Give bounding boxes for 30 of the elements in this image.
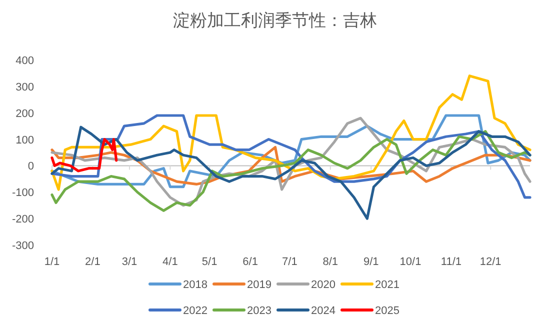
x-tick-label: 10/1	[400, 256, 422, 268]
x-tick-label: 12/1	[480, 256, 502, 268]
chart-title: 淀粉加工利润季节性：吉林	[173, 11, 377, 30]
line-series	[50, 138, 118, 172]
y-tick-label: 200	[16, 108, 34, 120]
x-tick-label: 1/1	[44, 256, 60, 268]
y-tick-label: 0	[28, 160, 34, 173]
x-tick-label: 11/1	[440, 256, 462, 268]
x-tick-label: 8/1	[322, 256, 338, 268]
y-tick-label: -100	[12, 187, 34, 200]
x-tick-label: 9/1	[363, 256, 379, 268]
x-tick-label: 4/1	[162, 256, 178, 268]
legend-label: 2021	[375, 279, 400, 291]
legend-label: 2025	[375, 305, 400, 317]
y-tick-label: 300	[16, 81, 34, 94]
x-tick-label: 6/1	[242, 256, 258, 268]
y-tick-label: -300	[12, 240, 34, 252]
legend-label: 2020	[311, 279, 336, 291]
legend-label: 2022	[183, 305, 208, 317]
x-tick-label: 5/1	[202, 256, 218, 268]
legend-label: 2019	[247, 279, 272, 291]
y-tick-label: -200	[12, 214, 34, 226]
legend-label: 2023	[247, 305, 272, 317]
x-tick-label: 3/1	[122, 256, 138, 268]
legend-label: 2024	[311, 305, 336, 317]
y-tick-label: 400	[16, 55, 34, 67]
x-tick-label: 2/1	[85, 256, 100, 268]
legend-label: 2018	[183, 279, 208, 291]
x-tick-label: 7/1	[282, 256, 298, 268]
y-tick-label: 100	[16, 134, 34, 146]
